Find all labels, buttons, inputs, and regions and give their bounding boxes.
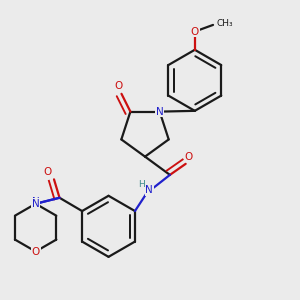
Text: H: H xyxy=(138,180,145,189)
Text: N: N xyxy=(146,185,153,196)
Text: O: O xyxy=(191,27,199,37)
Text: N: N xyxy=(32,197,40,207)
Text: O: O xyxy=(43,167,52,177)
Text: CH₃: CH₃ xyxy=(216,19,233,28)
Text: O: O xyxy=(114,80,122,91)
Text: O: O xyxy=(185,152,193,161)
Text: N: N xyxy=(32,199,40,209)
Text: O: O xyxy=(32,247,40,256)
Text: N: N xyxy=(156,106,164,117)
